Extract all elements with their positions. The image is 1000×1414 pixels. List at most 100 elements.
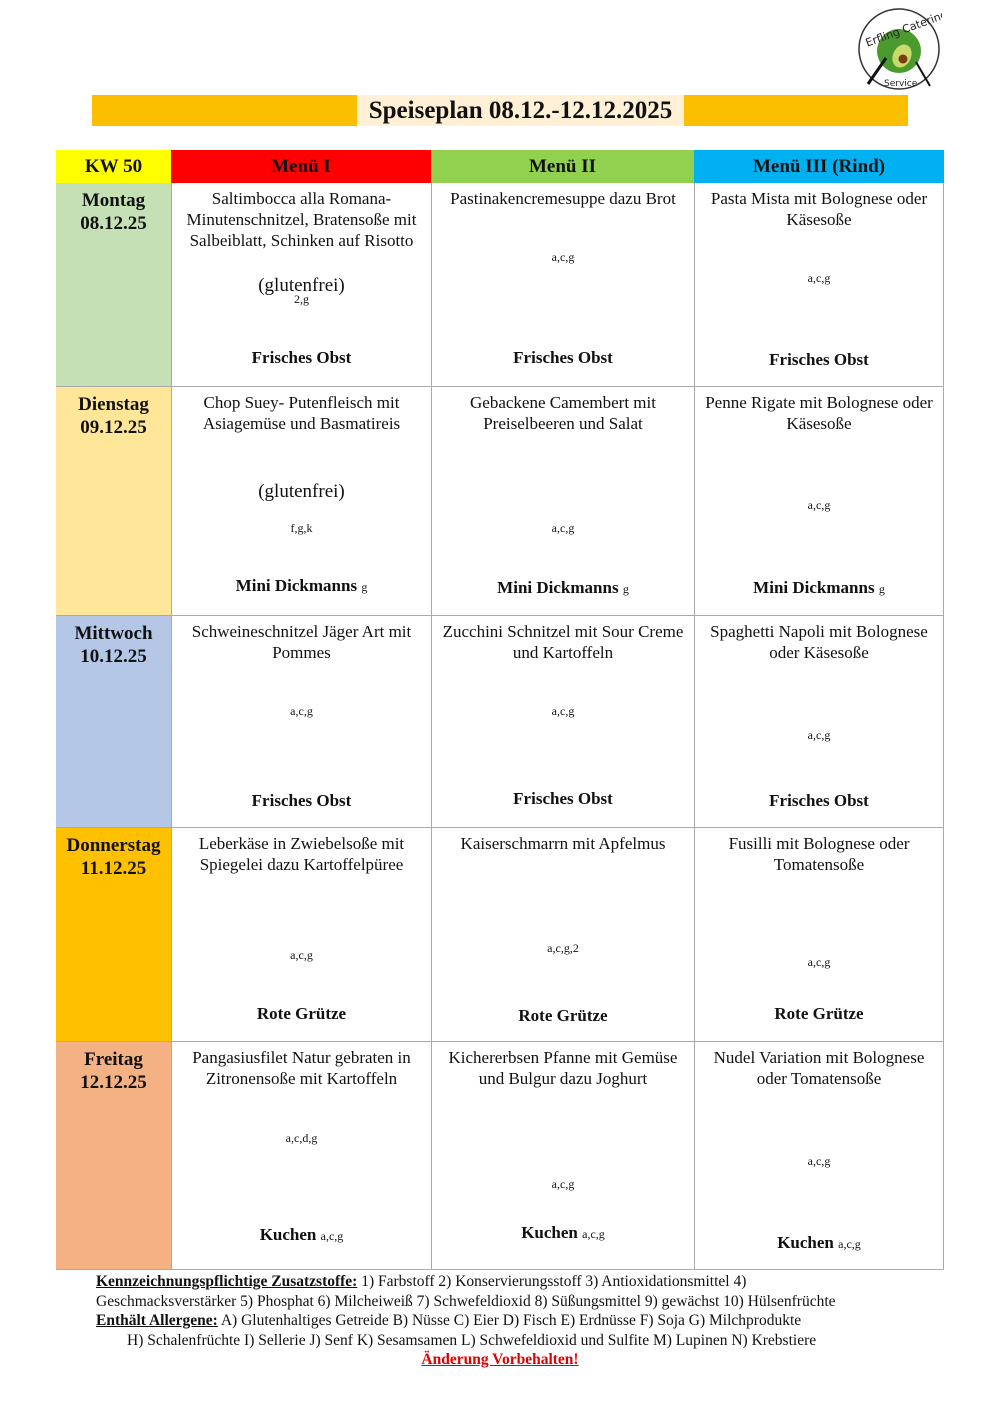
- dessert-name: Frisches Obst: [251, 791, 352, 810]
- meal-description: Nudel Variation mit Bolognese oder Tomat…: [713, 1048, 925, 1088]
- meal-description: Fusilli mit Bolognese oder Tomatensoße: [728, 834, 910, 874]
- dessert: Rote Grütze: [432, 1006, 694, 1026]
- dessert: Frisches Obst: [172, 791, 431, 811]
- day-cell: Mittwoch 10.12.25: [56, 616, 171, 828]
- meal-description: Penne Rigate mit Bolognese oder Käsesoße: [705, 393, 933, 433]
- meal-description: Gebackene Camembert mit Preiselbeeren un…: [470, 393, 656, 433]
- allergens-label: Enthält Allergene:: [96, 1312, 218, 1329]
- meal-description: Kaiserschmarrn mit Apfelmus: [460, 834, 666, 853]
- dessert: Frisches Obst: [432, 789, 694, 809]
- dessert-name: Frisches Obst: [513, 789, 613, 808]
- meal-cell: Chop Suey- Putenfleisch mit Asiagemüse u…: [171, 387, 431, 616]
- meal-cell: Gebackene Camembert mit Preiselbeeren un…: [431, 387, 694, 616]
- day-cell: Montag 08.12.25: [56, 183, 171, 387]
- dessert: Frisches Obst: [172, 348, 431, 368]
- day-name: Mittwoch: [74, 623, 153, 644]
- allergen-code: 2,g: [294, 292, 309, 306]
- meal-description: Zucchini Schnitzel mit Sour Creme und Ka…: [442, 622, 684, 662]
- dessert: Kuchen a,c,g: [695, 1233, 943, 1253]
- dessert-allergen-code: g: [622, 582, 629, 596]
- meal-cell: Spaghetti Napoli mit Bolognese oder Käse…: [694, 616, 944, 828]
- meal-description: Saltimbocca alla Romana- Minutenschnitze…: [186, 189, 417, 250]
- dessert-allergen-code: g: [361, 580, 368, 594]
- meal-cell: Kichererbsen Pfanne mit Gemüse und Bulgu…: [431, 1042, 694, 1270]
- meal-cell: Nudel Variation mit Bolognese oder Tomat…: [694, 1042, 944, 1270]
- header-week: KW 50: [56, 150, 171, 183]
- dessert: Frisches Obst: [432, 348, 694, 368]
- dessert-allergen-code: a,c,g: [838, 1237, 861, 1251]
- dessert-name: Frisches Obst: [769, 791, 869, 810]
- erfling-catering-logo: Erfling Catering Service: [858, 8, 942, 90]
- allergen-code: a,c,g: [807, 271, 831, 285]
- allergen-code: a,c,g: [551, 1177, 575, 1191]
- day-name: Donnerstag: [66, 835, 161, 856]
- allergen-code: a,c,g: [551, 250, 575, 264]
- allergen-code: a,c,g,2: [547, 941, 579, 955]
- dessert-name: Rote Grütze: [256, 1004, 347, 1023]
- day-date: 08.12.25: [80, 213, 147, 234]
- meal-description: Kichererbsen Pfanne mit Gemüse und Bulgu…: [448, 1048, 678, 1088]
- header-menu-1: Menü I: [171, 150, 431, 183]
- dessert-allergen-code: a,c,g: [582, 1227, 605, 1241]
- allergen-code: a,c,g: [807, 1154, 831, 1168]
- meal-cell: Pastinakencremesuppe dazu Brot a,c,g Frisc…: [431, 183, 694, 387]
- meal-cell: Leberkäse in Zwiebelsoße mit Spiegelei d…: [171, 828, 431, 1042]
- change-notice: Änderung Vorbehalten!: [421, 1351, 579, 1368]
- dessert: Kuchen a,c,g: [172, 1225, 431, 1245]
- additives-label: Kennzeichnungspflichtige Zusatzstoffe:: [96, 1273, 358, 1290]
- allergen-code: a,c,g: [551, 704, 575, 718]
- meal-description: Chop Suey- Putenfleisch mit Asiagemüse u…: [202, 393, 401, 433]
- allergen-code: a,c,d,g: [285, 1131, 318, 1145]
- dessert-name: Frisches Obst: [513, 348, 613, 367]
- day-date: 10.12.25: [80, 646, 147, 667]
- meal-description: Pasta Mista mit Bolognese oder Käsesoße: [710, 189, 928, 229]
- dessert-allergen-code: g: [878, 582, 885, 596]
- meal-cell: Schweineschnitzel Jäger Art mit Pommes a,…: [171, 616, 431, 828]
- additives-text-1: 1) Farbstoff 2) Konservierungsstoff 3) A…: [357, 1273, 747, 1290]
- dessert: Rote Grütze: [695, 1004, 943, 1024]
- dessert: Rote Grütze: [172, 1004, 431, 1024]
- day-date: 12.12.25: [80, 1072, 147, 1093]
- meal-cell: Kaiserschmarrn mit Apfelmus a,c,g,2 Rote G…: [431, 828, 694, 1042]
- day-date: 11.12.25: [80, 858, 147, 879]
- day-cell: Dienstag 09.12.25: [56, 387, 171, 616]
- dessert-name: Kuchen: [777, 1233, 834, 1252]
- allergen-code: a,c,g: [290, 948, 313, 962]
- header-menu-3: Menü III (Rind): [694, 150, 944, 183]
- meal-cell: Penne Rigate mit Bolognese oder Käsesoße…: [694, 387, 944, 616]
- meal-cell: Zucchini Schnitzel mit Sour Creme und Ka…: [431, 616, 694, 828]
- meal-description: Pangasiusfilet Natur gebraten in Zitrone…: [192, 1048, 411, 1088]
- page-title: Speiseplan 08.12.-12.12.2025: [357, 95, 684, 126]
- meal-description: Leberkäse in Zwiebelsoße mit Spiegelei d…: [198, 834, 405, 874]
- dessert-name: Frisches Obst: [769, 350, 869, 369]
- meal-description: Pastinakencremesuppe dazu Brot: [450, 189, 676, 208]
- dessert: Mini Dickmanns g: [172, 576, 431, 596]
- dessert: Frisches Obst: [695, 350, 943, 370]
- dessert: Mini Dickmanns g: [432, 578, 694, 598]
- meal-cell: Pangasiusfilet Natur gebraten in Zitrone…: [171, 1042, 431, 1270]
- day-cell: Freitag 12.12.25: [56, 1042, 171, 1270]
- allergens-text-1: A) Glutenhaltiges Getreide B) Nüsse C) E…: [217, 1312, 802, 1329]
- meal-note: (glutenfrei): [258, 481, 345, 502]
- dessert-name: Frisches Obst: [251, 348, 352, 367]
- allergens-text-2: H) Schalenfrüchte I) Sellerie J) Senf K)…: [127, 1331, 817, 1349]
- dessert-name: Kuchen: [259, 1225, 317, 1244]
- allergen-code: a,c,g: [807, 498, 831, 512]
- day-name: Dienstag: [78, 394, 149, 415]
- dessert: Frisches Obst: [695, 791, 943, 811]
- allergen-code: a,c,g: [551, 521, 575, 535]
- svg-text:Service: Service: [884, 79, 918, 89]
- dessert: Mini Dickmanns g: [695, 578, 943, 598]
- day-cell: Donnerstag 11.12.25: [56, 828, 171, 1042]
- legend-footer: Kennzeichnungspflichtige Zusatzstoffe: 1…: [60, 1272, 940, 1370]
- day-name: Freitag: [84, 1049, 143, 1070]
- header-menu-2: Menü II: [431, 150, 694, 183]
- dessert-name: Mini Dickmanns: [753, 578, 875, 597]
- allergen-code: a,c,g: [290, 704, 313, 718]
- day-date: 09.12.25: [80, 417, 147, 438]
- meal-note: (glutenfrei): [258, 275, 345, 296]
- dessert-name: Kuchen: [521, 1223, 578, 1242]
- allergen-code: a,c,g: [807, 728, 831, 742]
- dessert-name: Rote Grütze: [518, 1006, 608, 1025]
